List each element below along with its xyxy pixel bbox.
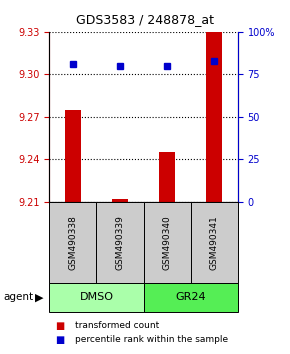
Text: ■: ■ (55, 321, 64, 331)
Text: GSM490339: GSM490339 (115, 215, 124, 270)
Text: GR24: GR24 (175, 292, 206, 302)
Text: DMSO: DMSO (79, 292, 113, 302)
Text: transformed count: transformed count (75, 321, 160, 330)
Text: percentile rank within the sample: percentile rank within the sample (75, 335, 229, 344)
Bar (112, 199, 128, 202)
Bar (49, 202, 96, 283)
Bar (206, 32, 222, 202)
Text: agent: agent (3, 292, 33, 302)
Bar (65, 110, 81, 202)
Bar (144, 202, 191, 283)
Text: ▶: ▶ (35, 292, 44, 302)
Bar (144, 283, 238, 312)
Text: ■: ■ (55, 335, 64, 345)
Text: GDS3583 / 248878_at: GDS3583 / 248878_at (76, 13, 214, 26)
Bar (96, 202, 144, 283)
Text: GSM490338: GSM490338 (68, 215, 77, 270)
Bar (191, 202, 238, 283)
Bar (49, 283, 144, 312)
Bar (159, 152, 175, 202)
Text: GSM490340: GSM490340 (163, 215, 172, 270)
Text: GSM490341: GSM490341 (210, 215, 219, 270)
